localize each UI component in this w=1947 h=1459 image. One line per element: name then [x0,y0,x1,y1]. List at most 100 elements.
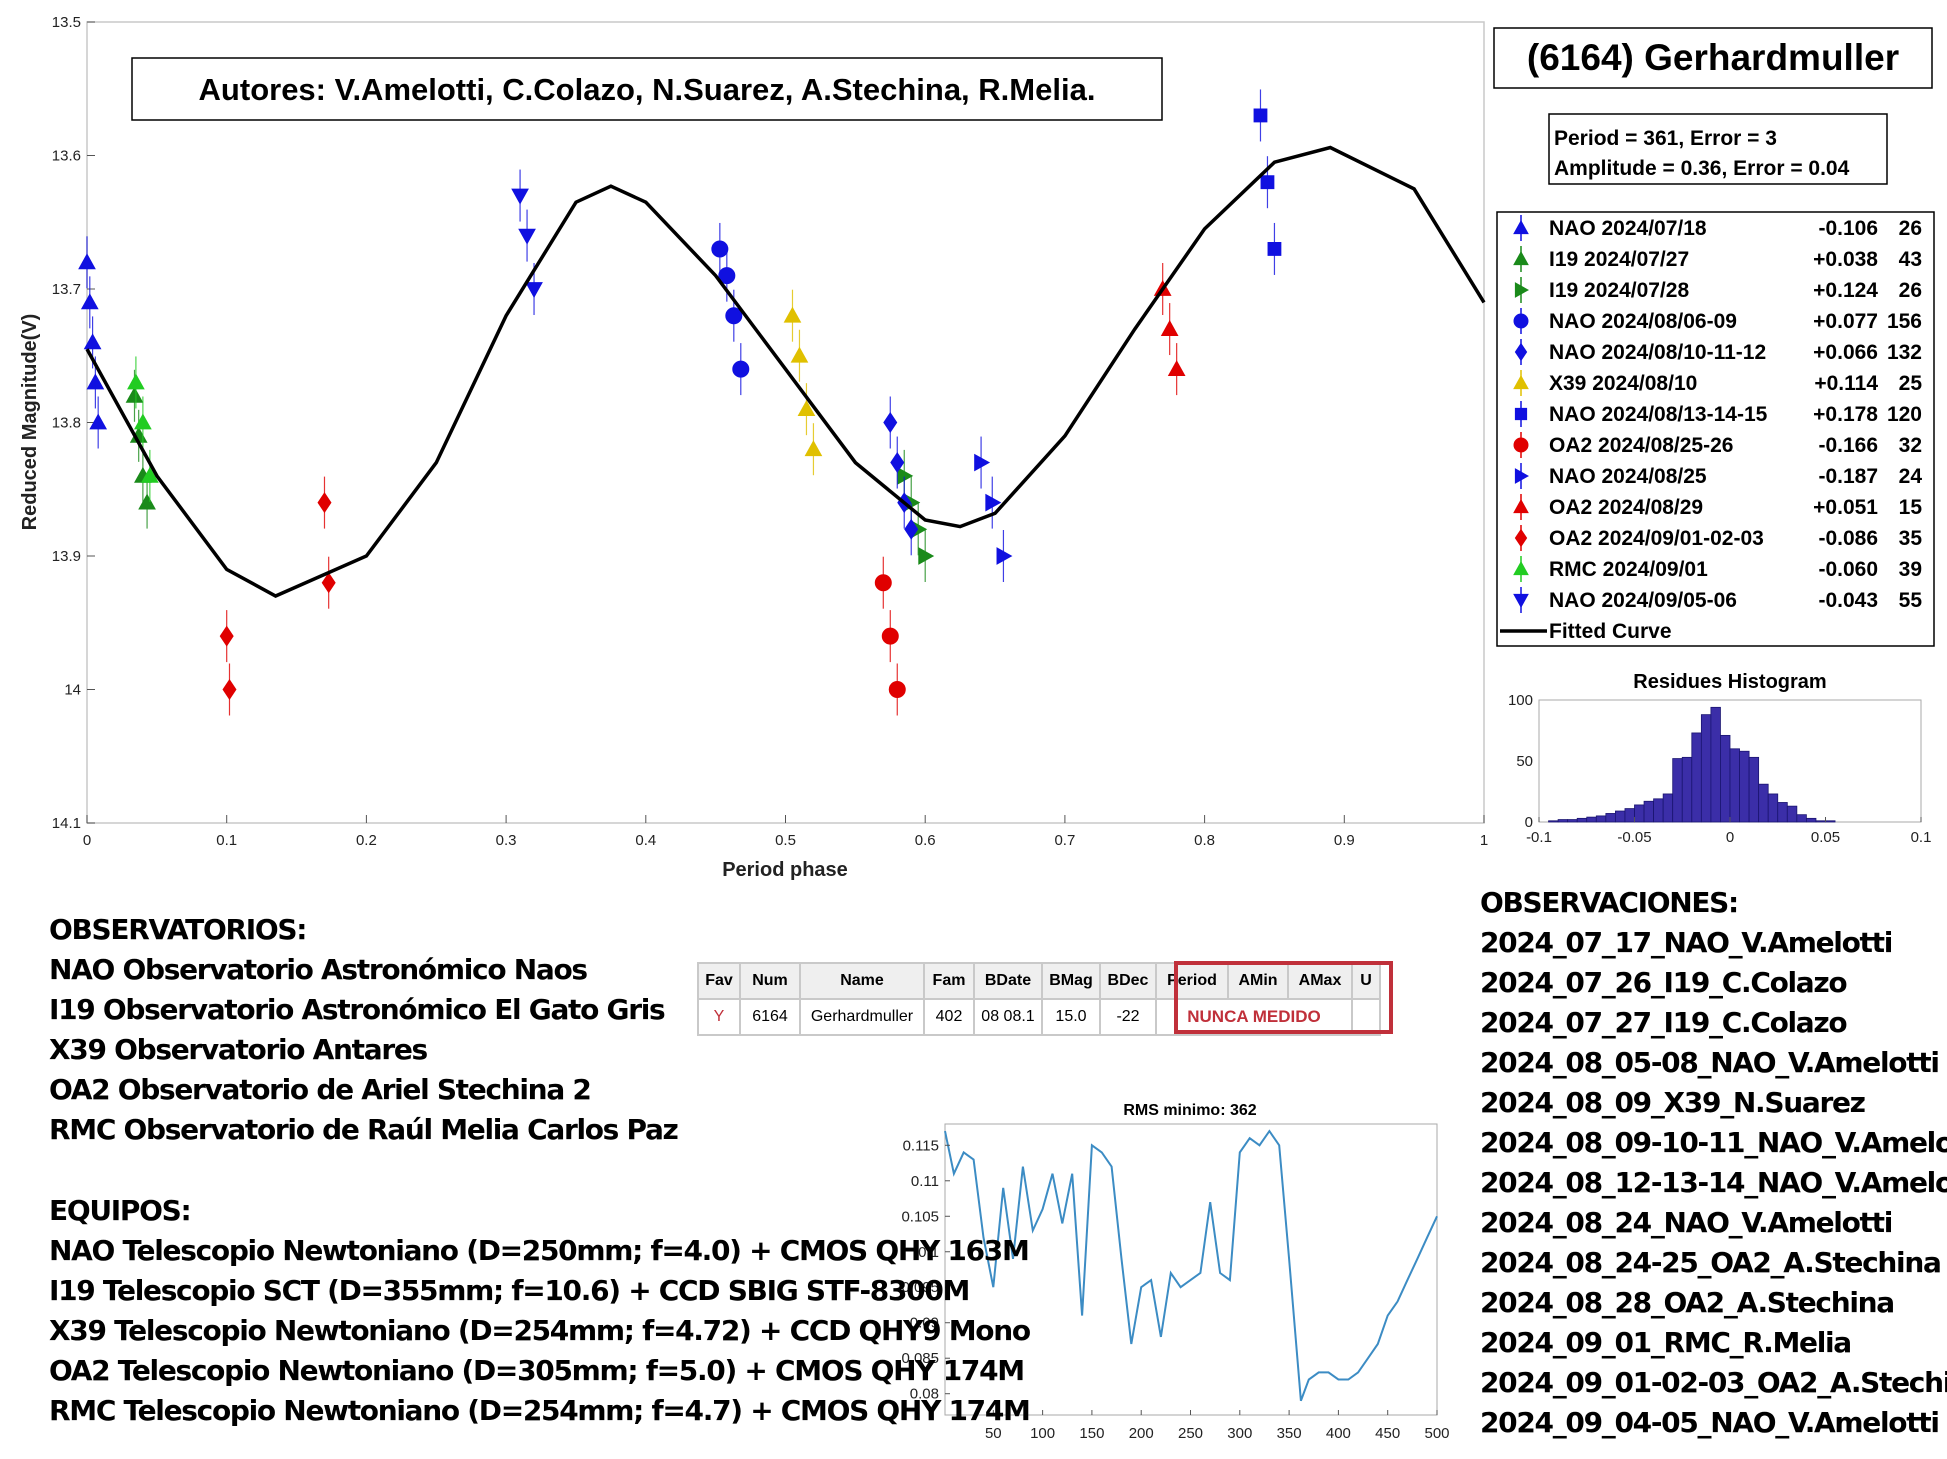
legend-marker [1513,560,1529,576]
equipos-line: OA2 Telescopio Newtoniano (D=305mm; f=5.… [49,1354,1024,1387]
observaciones-line: 2024_09_01-02-03_OA2_A.Stechina [1480,1366,1947,1399]
main-y-tick-label: 13.5 [52,14,81,31]
main-x-tick-label: 0.7 [1054,832,1075,849]
main-y-tick-label: 13.8 [52,415,81,432]
lcdb-cell-bdec: -22 [1099,998,1157,1036]
observatorios-title: OBSERVATORIOS: [49,913,306,946]
data-point [790,346,809,363]
legend-series-count: 15 [1899,496,1923,519]
observatorios-line: RMC Observatorio de Raúl Melia Carlos Pa… [49,1113,678,1146]
rms-plot: RMS minimo: 362 50 100 150 200 250 300 350 400 4… [901,1102,1449,1442]
data-point [985,493,1002,512]
lcdb-cell-num: 6164 [739,998,801,1036]
lcdb-cell-bdate: 08 08.1 [973,998,1043,1036]
data-point [996,547,1013,565]
histogram-bar [1710,706,1721,823]
main-x-tick-label: 0.5 [775,832,796,849]
lcdb-header-bmag: BMag [1041,962,1101,1000]
legend-series-name: NAO 2024/09/05-06 [1549,589,1737,612]
histogram-bar [1700,714,1712,823]
rms-x-tick-label: 50 [985,1425,1002,1442]
data-point [890,452,905,474]
rms-title: RMS minimo: 362 [1123,1102,1256,1119]
rms-frame [944,1123,1438,1416]
legend-marker [1513,593,1529,609]
observaciones-line: 2024_09_04-05_NAO_V.Amelotti [1480,1406,1939,1439]
legend-series-offset: -0.060 [1818,558,1878,581]
histogram-bar [1634,804,1645,823]
histogram-bar [1681,756,1693,823]
histogram-bar [1729,748,1740,823]
legend-marker [1513,437,1529,453]
main-data-points [78,89,1282,716]
observaciones-line: 2024_08_09_X39_N.Suarez [1480,1086,1865,1119]
observatorios-line: NAO Observatorio Astronómico Naos [49,953,587,986]
legend-series-count: 39 [1899,558,1922,581]
legend-series-name: OA2 2024/08/25-26 [1549,434,1733,457]
histogram-bar [1653,798,1664,823]
data-point [1253,108,1268,123]
rms-ticks: 50 100 150 200 250 300 350 400 450 500 0.08 0.085 0.… [901,1137,1449,1442]
rms-x-tick-label: 350 [1277,1425,1302,1442]
legend-series-offset: +0.114 [1814,372,1878,395]
legend-series-count: 156 [1887,310,1922,333]
equipos-line: RMC Telescopio Newtoniano (D=254mm; f=4.… [49,1394,1030,1427]
main-y-axis-label: Reduced Magnitude(V) [19,314,41,531]
main-x-tick-label: 1 [1480,832,1488,849]
legend-series-name: OA2 2024/08/29 [1549,496,1703,519]
legend-series-name: NAO 2024/08/13-14-15 [1549,403,1768,426]
data-point [974,453,991,472]
data-point [918,547,935,565]
legend-marker [1513,498,1529,514]
data-point [222,678,237,701]
observaciones-line: 2024_08_28_OA2_A.Stechina [1480,1286,1894,1319]
lcdb-header-u: U [1351,962,1381,1000]
legend-series-offset: +0.178 [1813,403,1878,426]
legend-fitted-curve-name: Fitted Curve [1549,620,1672,643]
legend-series-name: NAO 2024/08/10-11-12 [1549,341,1766,364]
lcdb-header-amax: AMax [1287,962,1353,1000]
histogram-bar [1786,805,1798,823]
main-x-tick-label: 0.2 [356,832,377,849]
main-x-axis-label: Period phase [722,859,848,881]
data-point [321,572,336,594]
authors-text: Autores: V.Amelotti, C.Colazo, N.Suarez,… [199,72,1096,107]
histogram-ticks: -0.1 -0.05 0 0.05 0.1 0 50 100 [1508,692,1931,846]
data-point [89,413,108,430]
legend-marker [1514,528,1528,548]
legend-marker [1513,374,1529,390]
data-point [1260,175,1275,190]
main-x-tick-label: 0 [83,832,91,849]
observaciones-line: 2024_07_26_I19_C.Colazo [1480,966,1847,999]
histogram-bar [1691,732,1702,823]
data-point [1167,360,1186,376]
legend-series-count: 24 [1899,465,1923,488]
equipos-title: EQUIPOS: [49,1194,190,1227]
rms-x-tick-label: 400 [1326,1425,1351,1442]
histogram-bar [1672,758,1683,823]
rms-x-tick-label: 150 [1079,1425,1104,1442]
rms-y-tick-label: 0.115 [903,1137,939,1154]
data-point [804,440,823,457]
data-point [78,253,96,270]
histogram-bar [1720,734,1731,823]
lcdb-header-fam: Fam [923,962,975,1000]
rms-y-tick-label: 0.08 [910,1386,939,1403]
observaciones-line: 2024_07_27_I19_C.Colazo [1480,1006,1847,1039]
data-point [1160,320,1179,336]
rms-y-tick-label: 0.085 [901,1350,939,1367]
histogram-bar [1576,817,1588,823]
histogram-bar [1605,813,1616,823]
main-y-tick-label: 13.7 [52,281,81,298]
histogram-bar [1815,820,1826,823]
legend-series-name: NAO 2024/08/06-09 [1549,310,1737,333]
histogram-y-tick-label: 0 [1525,814,1533,831]
histogram-bar [1615,810,1626,823]
legend-series-count: 32 [1899,434,1922,457]
legend-series-name: X39 2024/08/10 [1549,372,1697,395]
data-point [904,518,919,540]
observaciones-line: 2024_08_05-08_NAO_V.Amelotti [1480,1046,1939,1079]
legend-series-name: OA2 2024/09/01-02-03 [1549,527,1764,550]
residues-histogram: Residues Histogram -0.1 -0.05 0 0.05 0.1 0 50 1… [1508,671,1931,846]
observaciones-line: 2024_07_17_NAO_V.Amelotti [1480,926,1892,959]
